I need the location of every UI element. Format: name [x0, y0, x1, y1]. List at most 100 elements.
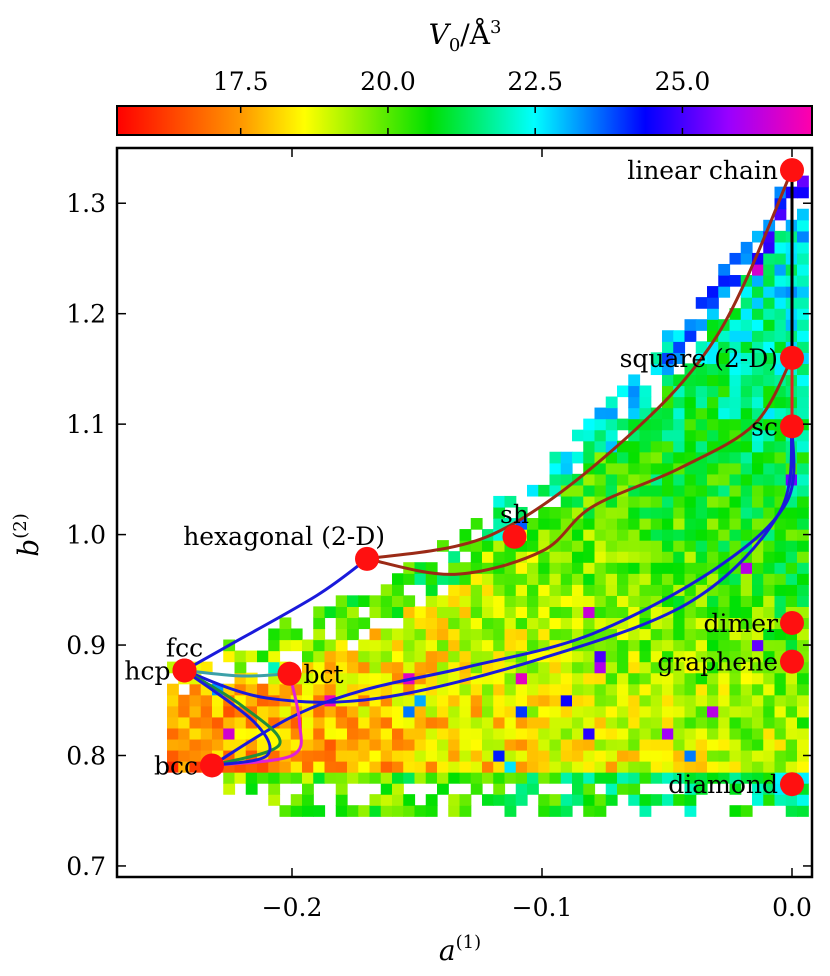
heatmap-cell	[369, 639, 382, 652]
heatmap-cell	[493, 694, 506, 707]
colorbar-tick-label: 20.0	[360, 67, 416, 96]
heatmap-cell	[729, 661, 742, 674]
heatmap-cell	[482, 727, 494, 740]
heatmap-cell	[695, 374, 708, 387]
heatmap-cell	[594, 440, 607, 453]
heatmap-cell	[583, 573, 596, 585]
heatmap-cell	[718, 617, 731, 630]
heatmap-cell	[662, 562, 674, 574]
heatmap-cell	[797, 694, 809, 707]
heatmap-cell	[549, 628, 562, 641]
heatmap-cell	[572, 738, 584, 751]
heatmap-cell	[617, 761, 629, 773]
heatmap-cell	[785, 518, 798, 530]
heatmap-cell	[403, 573, 416, 585]
heatmap-cell	[639, 727, 652, 740]
heatmap-cell	[302, 661, 314, 674]
heatmap-cell	[178, 705, 191, 718]
heatmap-cell	[459, 639, 472, 652]
heatmap-cell	[650, 683, 663, 696]
heatmap-cell	[617, 716, 629, 729]
heatmap-cell	[684, 705, 697, 718]
heatmap-cell	[414, 650, 427, 663]
heatmap-cell	[549, 727, 562, 740]
heatmap-cell	[167, 694, 179, 707]
heatmap-cell	[774, 407, 787, 420]
heatmap-cell	[437, 783, 449, 795]
label-fcc: fcc	[166, 633, 203, 662]
heatmap-cell	[797, 540, 809, 552]
heatmap-cell	[639, 484, 652, 497]
heatmap-cell	[752, 385, 764, 398]
heatmap-cell	[684, 319, 697, 331]
heatmap-cell	[707, 639, 719, 652]
heatmap-cell	[583, 749, 596, 762]
heatmap-cell	[594, 518, 607, 530]
heatmap-cell	[639, 573, 652, 585]
heatmap-cell	[268, 794, 281, 806]
heatmap-cell	[549, 738, 562, 751]
heatmap-cell	[740, 330, 753, 342]
heatmap-cell	[335, 805, 348, 817]
heatmap-cell	[425, 606, 438, 619]
heatmap-cell	[752, 363, 764, 376]
heatmap-cell	[774, 197, 787, 210]
heatmap-cell	[594, 672, 607, 685]
heatmap-cell	[482, 650, 494, 663]
heatmap-cell	[223, 716, 236, 729]
heatmap-cell	[572, 529, 584, 541]
heatmap-cell	[729, 551, 742, 563]
heatmap-cell	[403, 761, 416, 773]
heatmap-cell	[515, 661, 528, 674]
heatmap-cell	[583, 617, 596, 630]
heatmap-cell	[673, 352, 686, 364]
heatmap-cell	[347, 749, 359, 762]
heatmap-cell	[617, 738, 629, 751]
heatmap-cell	[538, 772, 551, 784]
heatmap-cell	[369, 628, 382, 641]
heatmap-cell	[493, 727, 506, 740]
heatmap-cell	[493, 738, 506, 751]
heatmap-cell	[583, 672, 596, 685]
marker-square-2-d-	[780, 345, 804, 370]
heatmap-cell	[673, 396, 686, 409]
heatmap-cell	[313, 617, 326, 630]
label-sc: sc	[751, 412, 778, 441]
heatmap-cell	[605, 562, 618, 574]
heatmap-cell	[268, 683, 281, 696]
heatmap-cell	[482, 772, 494, 784]
heatmap-cell	[695, 429, 708, 442]
heatmap-cell	[774, 551, 787, 563]
heatmap-cell	[718, 761, 731, 773]
heatmap-cell	[313, 672, 326, 685]
heatmap-cell	[718, 473, 731, 486]
heatmap-cell	[380, 749, 393, 762]
heatmap-cell	[707, 330, 719, 342]
heatmap-cell	[628, 396, 641, 409]
heatmap-cell	[504, 584, 517, 596]
heatmap-cell	[605, 584, 618, 596]
heatmap-cell	[380, 672, 393, 685]
heatmap-cell	[538, 595, 551, 607]
heatmap-cell	[504, 573, 517, 585]
heatmap-cell	[763, 540, 776, 552]
heatmap-cell	[729, 805, 742, 817]
heatmap-cell	[617, 617, 629, 630]
heatmap-cell	[313, 805, 326, 817]
heatmap-cell	[459, 606, 472, 619]
heatmap-cell	[729, 650, 742, 663]
heatmap-cell	[752, 738, 764, 751]
heatmap-cell	[684, 783, 697, 795]
heatmap-cell	[752, 573, 764, 585]
heatmap-cell	[729, 727, 742, 740]
heatmap-cell	[245, 727, 258, 740]
heatmap-cell	[774, 794, 787, 806]
heatmap-cell	[178, 738, 191, 751]
heatmap-cell	[493, 495, 506, 508]
heatmap-cell	[707, 694, 719, 707]
heatmap-cell	[707, 584, 719, 596]
heatmap-cell	[740, 639, 753, 652]
heatmap-cell	[470, 606, 483, 619]
heatmap-cell	[605, 783, 618, 795]
heatmap-cell	[650, 584, 663, 596]
